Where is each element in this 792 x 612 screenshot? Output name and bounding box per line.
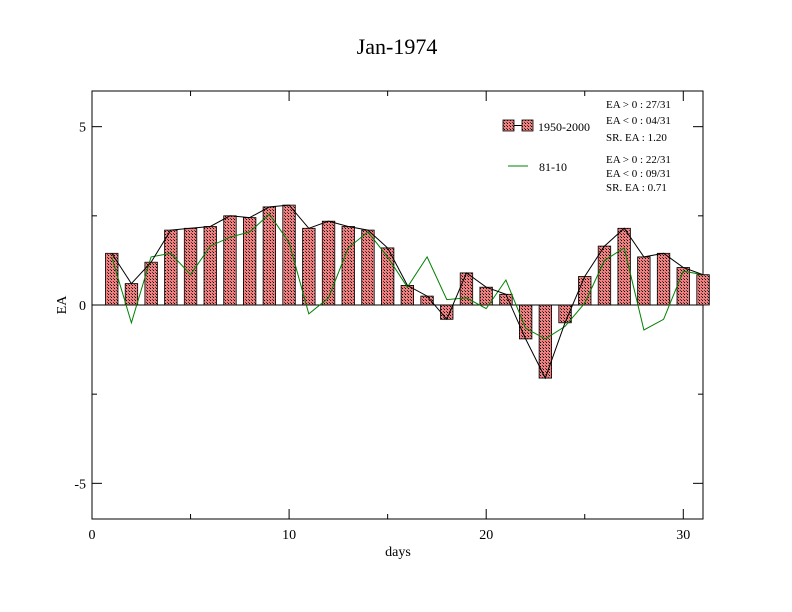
bar-day-5: [183, 227, 198, 306]
bar-day-14: [361, 229, 375, 306]
legend-swatch-1950-2000-left: [502, 119, 515, 132]
legend-label-81-10: 81-10: [539, 160, 567, 174]
bar-day-10: [282, 204, 296, 306]
bar-day-24: [558, 304, 572, 324]
legend: 1950-2000 81-10: [502, 119, 590, 174]
bar-day-29: [656, 252, 671, 306]
bar-day-16: [400, 284, 415, 306]
bar-day-6: [203, 226, 217, 306]
x-axis-label: days: [385, 545, 411, 560]
bar-day-11: [302, 227, 316, 306]
bar-day-26: [597, 245, 612, 306]
y-tick-label--5: -5: [74, 477, 86, 492]
bar-day-30: [676, 267, 690, 306]
x-tick-label-0: 0: [89, 528, 96, 543]
bar-day-2: [124, 283, 139, 306]
bar-day-25: [578, 276, 592, 306]
bar-day-8: [242, 217, 257, 306]
stat-negative-81-10: EA < 0 : 09/31: [606, 168, 671, 180]
y-tick-label-0: 0: [79, 299, 86, 314]
bars-1950-2000: [105, 204, 710, 379]
bar-day-12: [321, 220, 336, 306]
bar-day-3: [144, 261, 158, 306]
bar-day-9: [262, 206, 277, 306]
y-tick-label-5: 5: [79, 121, 86, 136]
legend-label-1950-2000: 1950-2000: [538, 120, 590, 134]
x-tick-label-10: 10: [282, 528, 296, 543]
chart-title: Jan-1974: [357, 34, 438, 59]
stat-sr-81-10: SR. EA : 0.71: [606, 182, 667, 194]
bar-day-22: [519, 304, 533, 340]
x-tick-label-30: 30: [676, 528, 690, 543]
bar-day-28: [637, 256, 651, 306]
stat-positive-1950-2000: EA > 0 : 27/31: [606, 99, 671, 111]
bar-day-4: [164, 229, 178, 306]
bar-day-31: [696, 274, 710, 306]
stat-negative-1950-2000: EA < 0 : 04/31: [606, 115, 671, 127]
stat-positive-81-10: EA > 0 : 22/31: [606, 154, 671, 166]
series-lines: [111, 204, 704, 380]
bar-day-1: [105, 252, 119, 306]
axis-ticks: 0 10 20 30 -5 0 5: [74, 91, 703, 543]
legend-swatch-1950-2000-right: [521, 119, 534, 132]
bar-day-13: [341, 226, 355, 306]
stats-1950-2000: EA > 0 : 27/31 EA < 0 : 04/31 SR. EA : 1…: [606, 99, 671, 144]
bar-day-7: [223, 215, 237, 306]
bar-day-18: [440, 304, 454, 320]
line-81-10: [111, 213, 704, 340]
stats-81-10: EA > 0 : 22/31 EA < 0 : 09/31 SR. EA : 0…: [606, 154, 671, 194]
stat-sr-1950-2000: SR. EA : 1.20: [606, 132, 667, 144]
y-axis-label: EA: [55, 295, 70, 315]
line-1950-2000: [111, 204, 704, 380]
x-tick-label-20: 20: [479, 528, 493, 543]
